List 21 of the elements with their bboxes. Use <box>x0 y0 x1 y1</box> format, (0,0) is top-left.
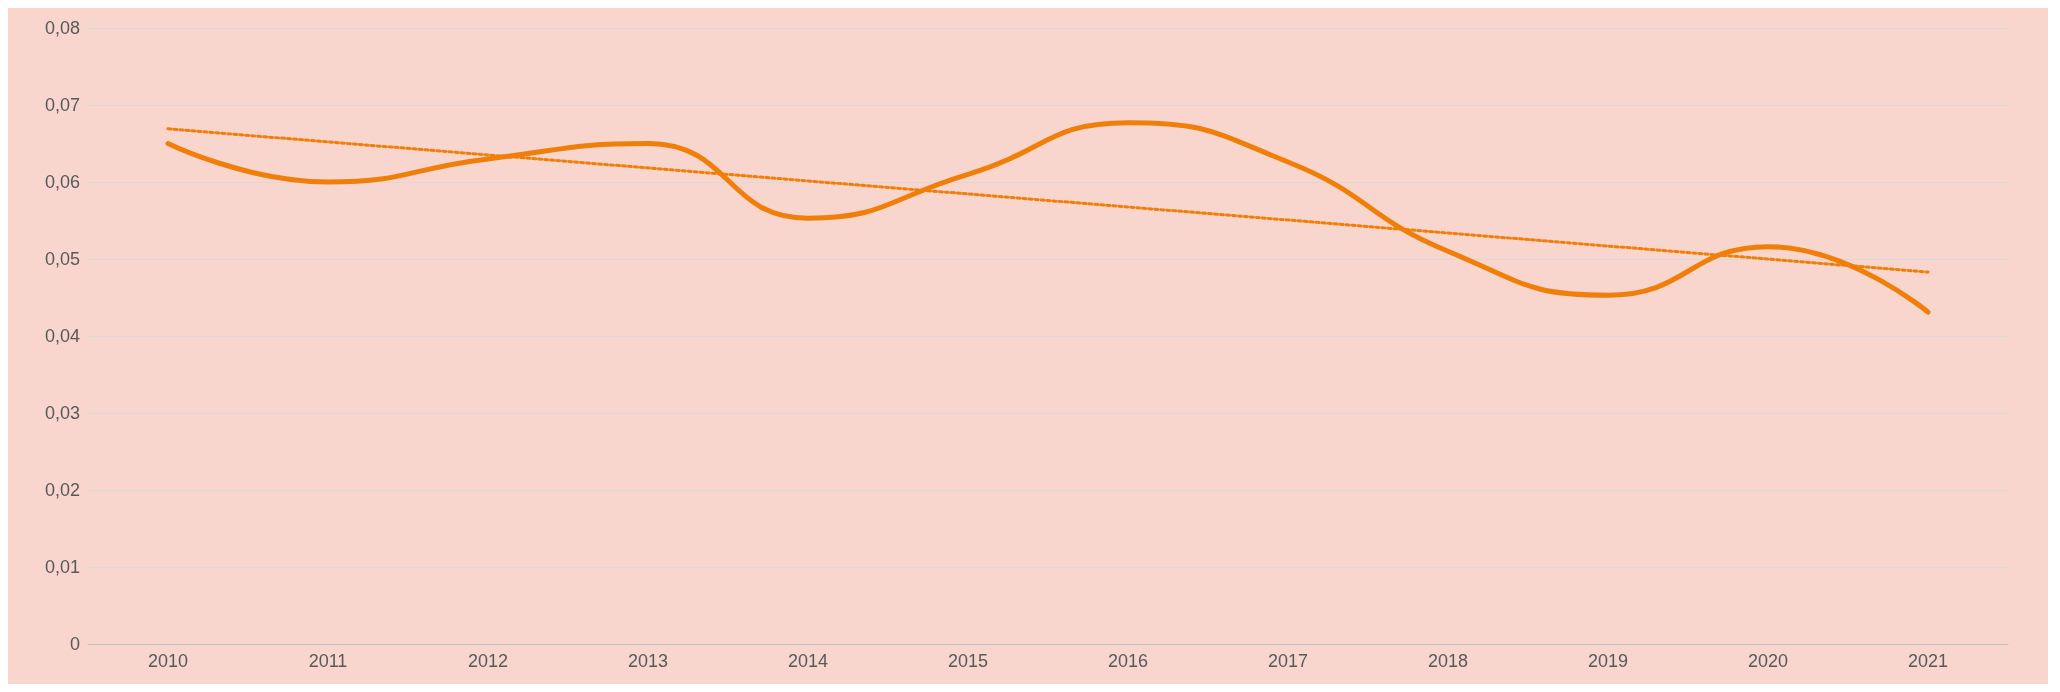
y-tick-label: 0,03 <box>44 403 80 423</box>
y-tick-label: 0,08 <box>44 18 80 38</box>
y-tick-label: 0,04 <box>44 326 80 346</box>
x-tick-label: 2017 <box>1267 651 1309 671</box>
y-tick-label: 0,06 <box>44 172 80 192</box>
x-tick-label: 2020 <box>1747 651 1789 671</box>
y-tick-label: 0,01 <box>44 557 80 577</box>
x-tick-label: 2016 <box>1107 651 1149 671</box>
x-tick-label: 2013 <box>627 651 669 671</box>
x-tick-label: 2015 <box>947 651 989 671</box>
x-tick-label: 2014 <box>787 651 829 671</box>
y-tick-label: 0 <box>69 634 80 654</box>
x-tick-label: 2018 <box>1427 651 1469 671</box>
y-tick-label: 0,05 <box>44 249 80 269</box>
x-tick-label: 2010 <box>147 651 189 671</box>
y-tick-label: 0,07 <box>44 95 80 115</box>
y-tick-label: 0,02 <box>44 480 80 500</box>
x-tick-label: 2012 <box>467 651 509 671</box>
x-tick-label: 2021 <box>1907 651 1949 671</box>
x-tick-label: 2011 <box>308 651 348 671</box>
x-tick-label: 2019 <box>1587 651 1629 671</box>
